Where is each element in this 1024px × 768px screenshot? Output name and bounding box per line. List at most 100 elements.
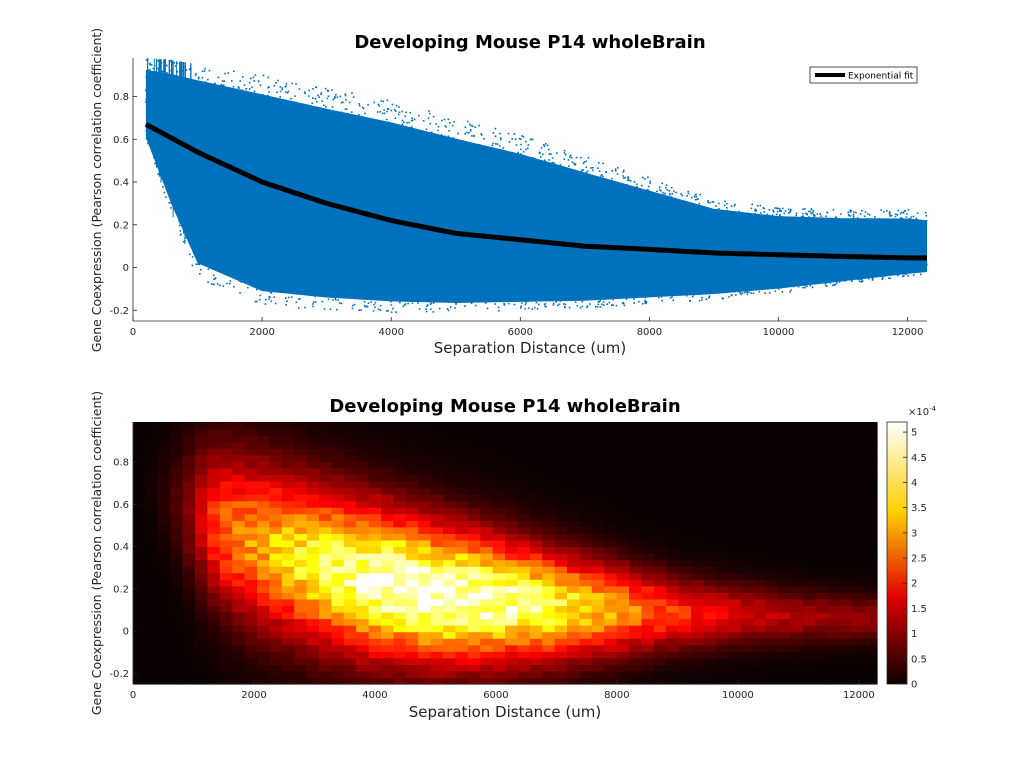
scatter-point [352,160,355,163]
scatter-point [627,208,630,210]
scatter-point [378,127,380,129]
scatter-point [152,79,154,81]
scatter-point [237,266,240,268]
scatter-point [574,291,577,294]
scatter-point [870,223,873,226]
scatter-point [486,199,488,202]
scatter-point [573,172,575,174]
scatter-point [832,246,835,248]
scatter-point [257,224,259,227]
scatter-point [492,158,494,160]
scatter-point [226,282,228,285]
scatter-point [643,267,645,270]
scatter-point [690,260,692,262]
scatter-point [650,223,652,225]
scatter-point [367,285,370,288]
scatter-point [918,243,921,245]
scatter-point [469,130,472,132]
scatter-point [695,243,698,246]
scatter-point [600,237,603,240]
scatter-point [390,175,393,177]
scatter-point [873,269,876,271]
scatter-point [678,253,681,256]
scatter-point [502,245,505,248]
scatter-point [433,291,435,293]
scatter-point [616,206,618,208]
scatter-point [149,63,152,66]
scatter-point [371,183,374,185]
scatter-point [148,88,151,91]
scatter-point [521,155,523,157]
scatter-point [454,259,457,262]
scatter-point [363,176,366,179]
scatter-point [348,143,351,145]
scatter-point [374,163,377,166]
scatter-point [794,269,797,271]
scatter-point [546,172,548,175]
scatter-point [769,270,771,272]
scatter-point [149,105,151,108]
scatter-point [854,268,856,271]
scatter-point [860,223,863,226]
scatter-point [315,250,317,252]
scatter-point [408,201,410,204]
scatter-point [900,265,902,267]
scatter-point [515,264,517,266]
scatter-point [531,194,534,196]
scatter-point [679,287,682,289]
scatter-point [483,208,486,211]
scatter-point [809,211,812,213]
scatter-point [686,219,689,221]
scatter-point [315,272,318,274]
scatter-point [586,305,589,307]
scatter-point [525,264,528,267]
scatter-point [508,277,510,279]
scatter-point [789,224,791,227]
scatter-point [805,248,807,250]
scatter-point [648,283,650,285]
scatter-point [409,111,412,114]
scatter-point [395,232,398,235]
scatter-point [788,212,790,214]
scatter-point [615,237,617,239]
scatter-point [400,254,403,256]
scatter-point [553,295,556,297]
scatter-point [752,222,754,224]
scatter-point [510,251,513,253]
scatter-point [857,223,859,226]
scatter-point [400,140,403,143]
scatter-point [399,281,401,284]
scatter-point [642,266,645,268]
scatter-point [741,258,743,260]
scatter-point [585,160,588,163]
scatter-point [333,243,336,245]
scatter-point [883,221,886,223]
scatter-point [746,290,748,293]
scatter-point [509,188,512,190]
scatter-point [868,231,870,234]
scatter-point [259,276,262,278]
scatter-point [242,273,244,276]
scatter-point [717,245,720,247]
scatter-point [503,276,505,278]
scatter-point [596,306,599,308]
scatter-point [247,137,250,139]
scatter-point [472,152,474,155]
scatter-point [192,238,194,241]
scatter-point [217,217,219,219]
scatter-point [212,264,215,266]
scatter-point [226,259,229,261]
scatter-point [335,282,338,284]
scatter-point [313,262,315,264]
scatter-point [609,259,611,261]
scatter-point [165,89,168,91]
scatter-point [257,80,260,83]
scatter-point [588,211,591,214]
scatter-point [306,279,308,281]
scatter-point [885,250,888,253]
scatter-point [411,117,413,119]
scatter-point [846,225,849,227]
scatter-point [497,173,499,176]
scatter-point [405,248,408,251]
scatter-point [378,134,381,137]
